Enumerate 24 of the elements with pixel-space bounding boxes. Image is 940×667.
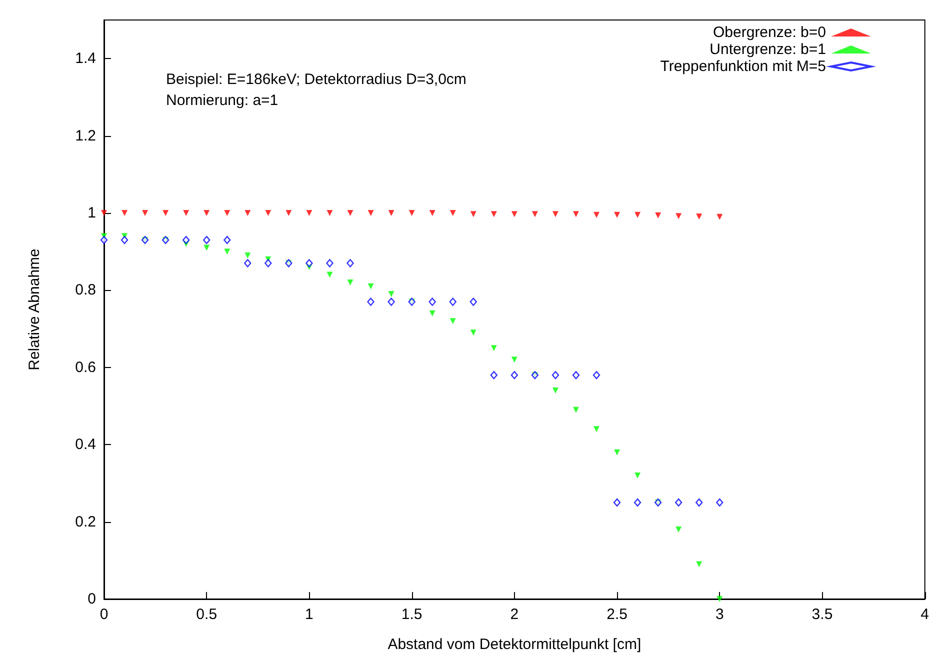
- y-tick-label: 0.4: [75, 436, 96, 454]
- y-tick-label: 1.4: [75, 50, 96, 68]
- y-tick-label: 0.6: [75, 358, 96, 376]
- x-tick-label: 3: [715, 606, 724, 623]
- annotation: Normierung: a=1: [166, 92, 278, 109]
- x-tick-label: 0: [100, 606, 108, 623]
- y-tick-label: 0.8: [75, 282, 96, 299]
- y-tick-label: 1.2: [75, 127, 96, 144]
- legend-label: Treppenfunktion mit M=5: [660, 58, 826, 75]
- y-tick-label: 1: [88, 204, 96, 222]
- annotation: Beispiel: E=186keV; Detektorradius D=3,0cm: [166, 71, 466, 88]
- x-tick-label: 4: [920, 606, 929, 623]
- x-tick-label: 2.5: [606, 606, 628, 623]
- x-tick-label: 1.5: [401, 606, 422, 623]
- x-tick-label: 2: [510, 606, 519, 623]
- y-tick-label: 0.2: [75, 513, 96, 530]
- x-tick-label: 1: [305, 606, 314, 623]
- y-tick-label: 0: [88, 590, 96, 608]
- x-tick-label: 3.5: [812, 606, 833, 623]
- y-axis-title: Relative Abnahme: [26, 248, 43, 370]
- x-tick-label: 0.5: [196, 606, 218, 623]
- legend-label: Untergrenze: b=1: [710, 41, 826, 58]
- x-axis-title: Abstand vom Detektormittelpunkt [cm]: [388, 636, 642, 653]
- legend-label: Obergrenze: b=0: [713, 24, 826, 41]
